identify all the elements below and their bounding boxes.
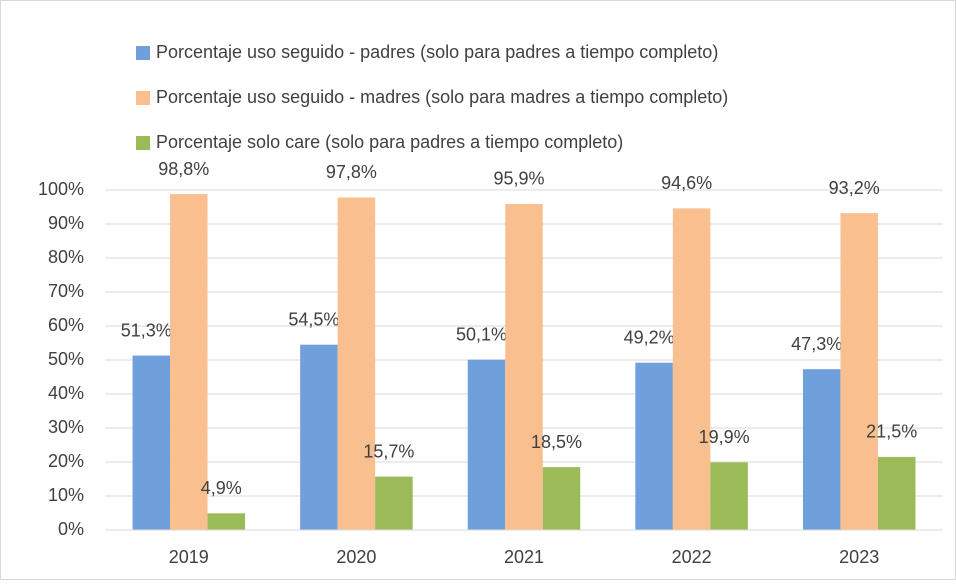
data-label: 54,5% (288, 309, 339, 329)
bar (132, 355, 171, 530)
data-label: 98,8% (158, 159, 209, 179)
bar (672, 208, 711, 531)
x-tick-label: 2020 (336, 547, 376, 567)
data-label: 97,8% (326, 162, 377, 182)
data-label: 15,7% (363, 441, 414, 461)
data-label: 50,1% (456, 324, 507, 344)
y-tick-label: 30% (48, 417, 84, 437)
legend-swatch (136, 91, 150, 105)
bar (635, 362, 673, 530)
y-tick-label: 60% (48, 315, 84, 335)
x-tick-label: 2022 (672, 547, 712, 567)
data-label: 18,5% (531, 432, 582, 452)
legend-swatch (136, 136, 150, 150)
bar (300, 344, 338, 530)
bar (840, 213, 878, 530)
bar (505, 203, 543, 530)
y-tick-label: 100% (38, 179, 84, 199)
y-tick-label: 50% (48, 349, 84, 369)
data-label: 49,2% (624, 327, 675, 347)
bar (170, 194, 208, 530)
legend-label: Porcentaje uso seguido - padres (solo pa… (156, 42, 718, 62)
bar (802, 369, 841, 530)
bar (710, 462, 748, 530)
data-label: 95,9% (493, 169, 544, 189)
y-tick-label: 80% (48, 247, 84, 267)
y-tick-label: 20% (48, 451, 84, 471)
data-label: 94,6% (661, 173, 712, 193)
x-tick-label: 2023 (839, 547, 879, 567)
bar (375, 476, 413, 530)
data-label: 51,3% (121, 320, 172, 340)
bar (467, 359, 506, 530)
x-tick-label: 2021 (504, 547, 544, 567)
y-tick-label: 40% (48, 383, 84, 403)
bar (207, 513, 246, 530)
y-tick-label: 70% (48, 281, 84, 301)
legend-label: Porcentaje solo care (solo para padres a… (156, 132, 623, 152)
bar (337, 197, 376, 531)
y-tick-label: 10% (48, 485, 84, 505)
y-tick-label: 90% (48, 213, 84, 233)
data-label: 21,5% (866, 422, 917, 442)
x-tick-label: 2019 (169, 547, 209, 567)
data-label: 4,9% (201, 478, 242, 498)
bar (542, 467, 581, 530)
legend-label: Porcentaje uso seguido - madres (solo pa… (156, 87, 728, 107)
data-label: 93,2% (829, 178, 880, 198)
y-tick-label: 0% (58, 519, 84, 539)
data-label: 47,3% (791, 334, 842, 354)
legend-swatch (136, 46, 150, 60)
data-label: 19,9% (699, 427, 750, 447)
bar (877, 456, 916, 530)
